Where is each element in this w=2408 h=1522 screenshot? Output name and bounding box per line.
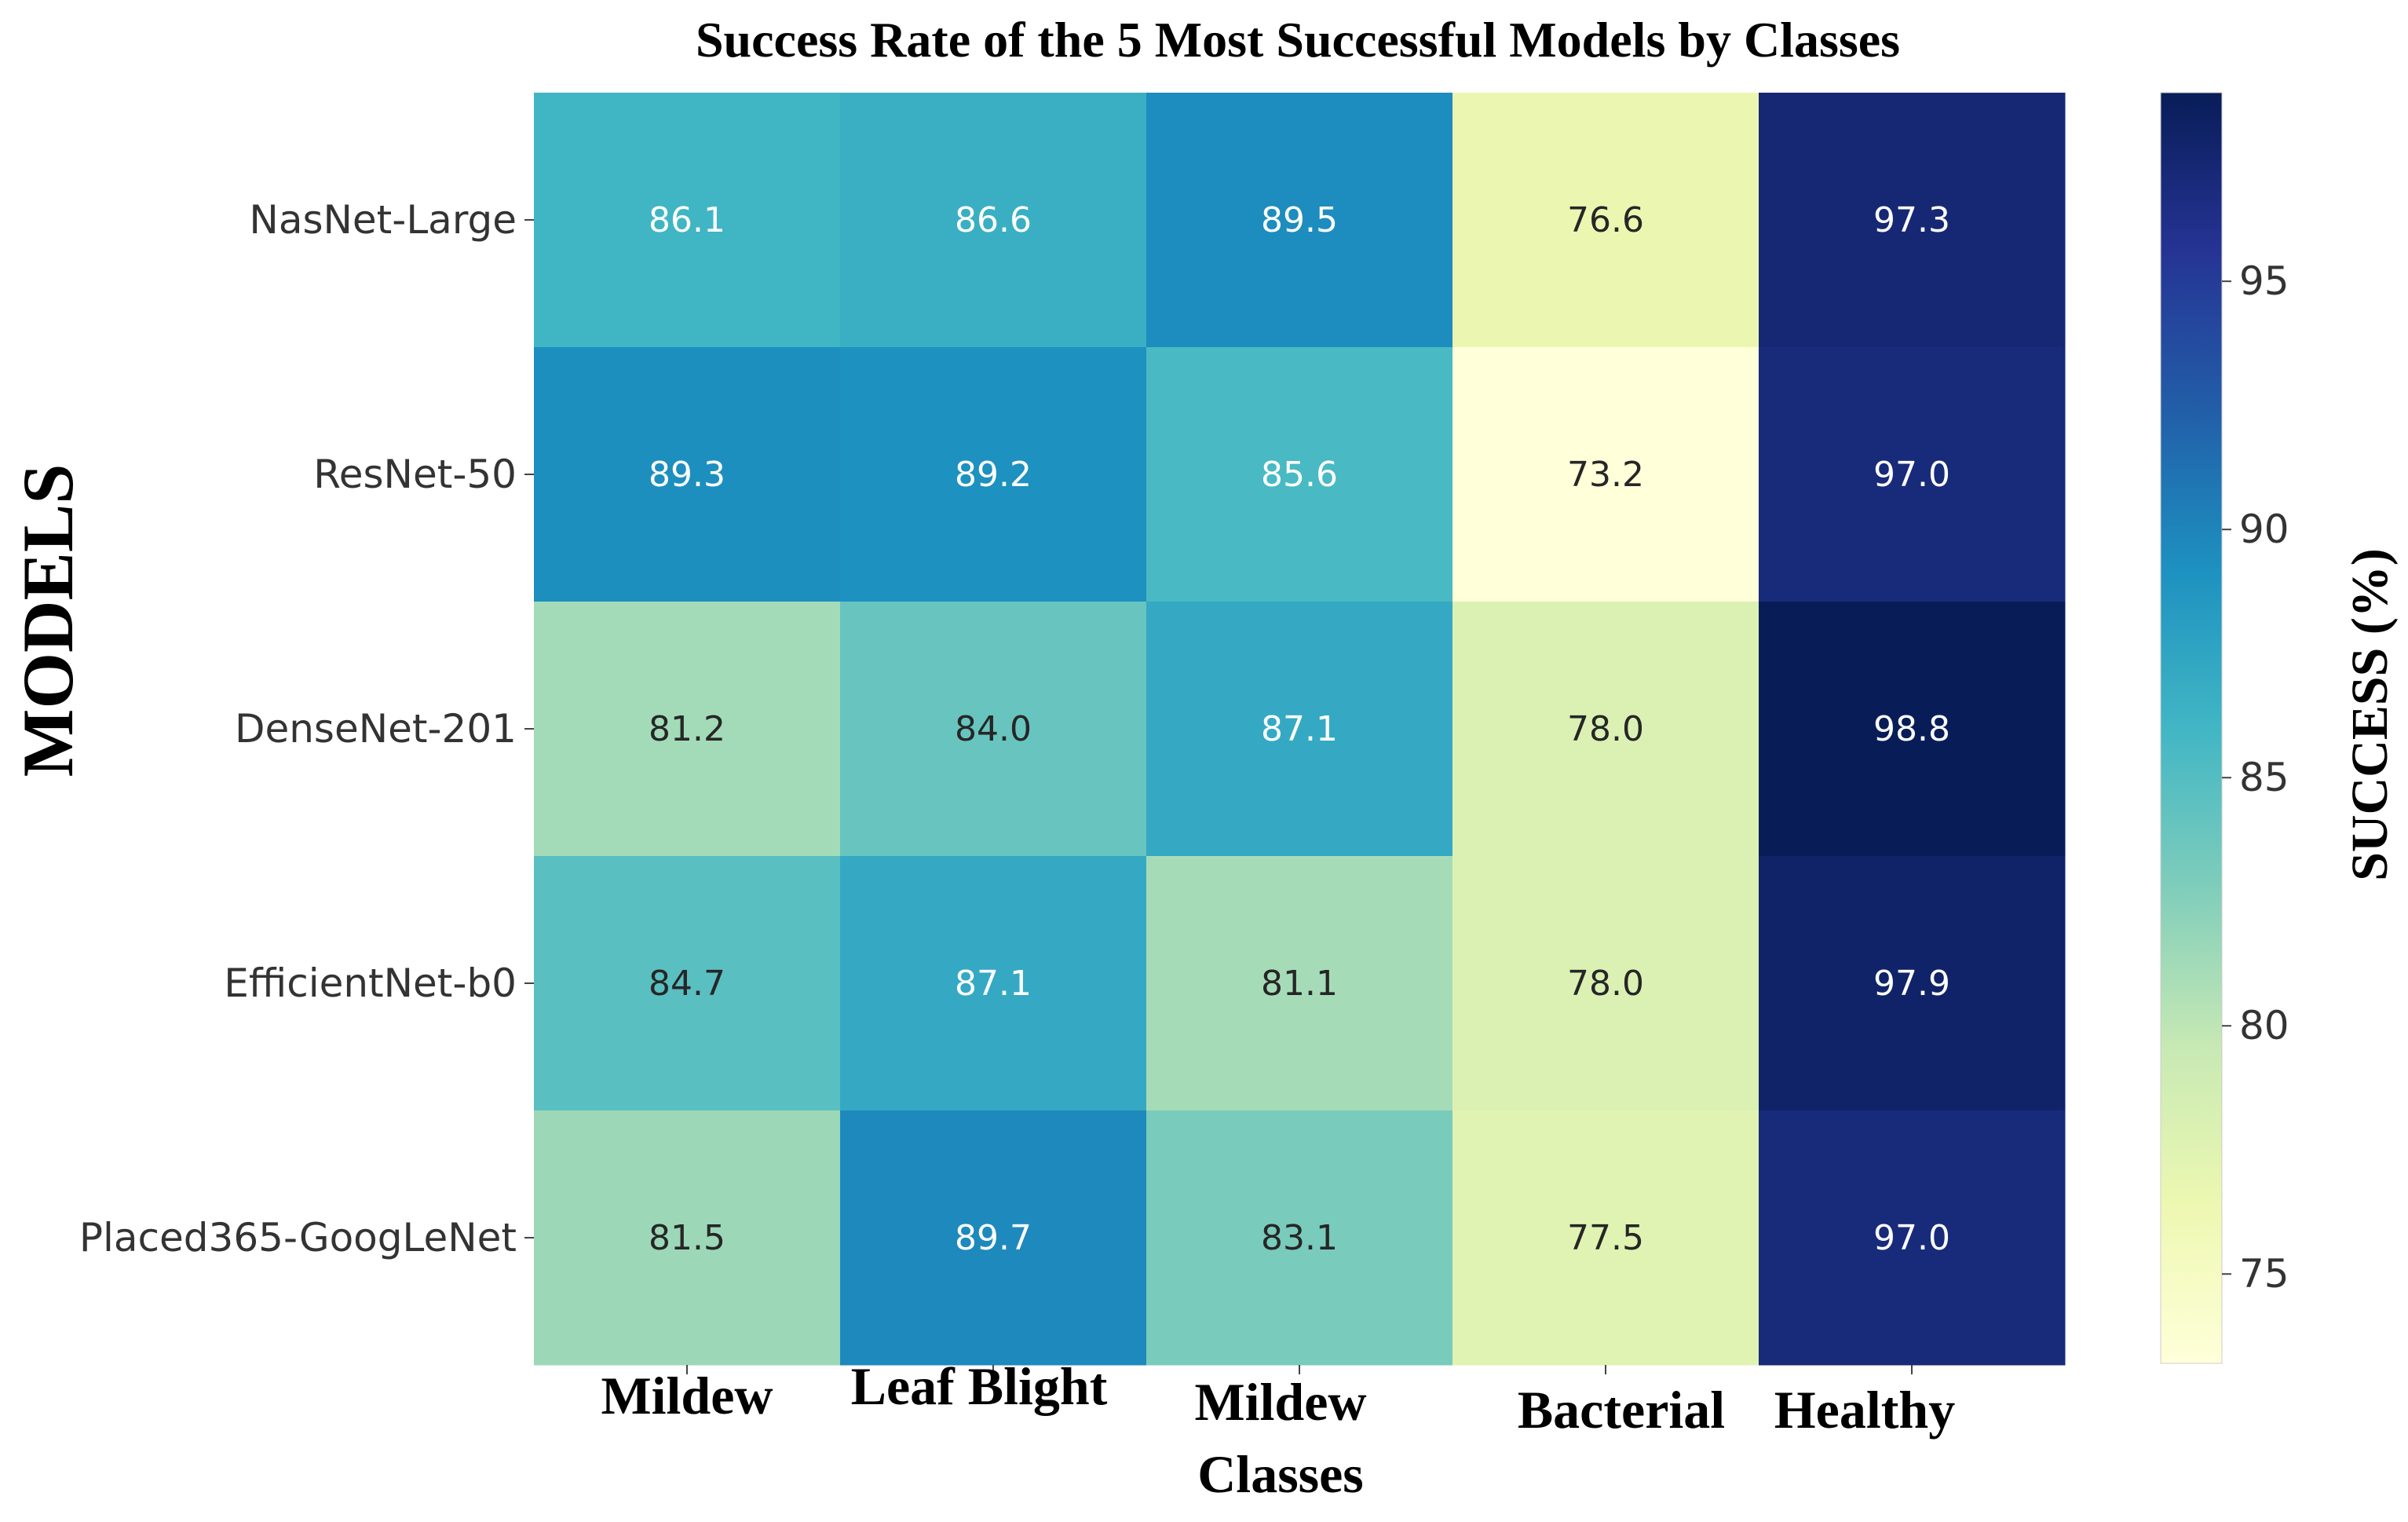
heatmap-cell [1452,93,1759,348]
heatmap-cell [534,602,841,857]
chart-title: Success Rate of the 5 Most Successful Mo… [696,12,1900,68]
colorbar: 75 80 85 90 95 [2160,92,2289,1364]
heatmap-cell [1146,602,1453,857]
cell-value-label: 84.7 [649,964,725,1004]
cell-value-label: 87.1 [955,964,1032,1004]
heatmap-cell [840,602,1147,857]
cell-value-label: 81.1 [1261,964,1338,1004]
colorbar-tick-label: 95 [2239,258,2289,304]
cell-value-label: 85.6 [1261,455,1338,495]
cell-value-label: 77.5 [1567,1218,1644,1258]
heatmap-cell [840,856,1147,1111]
cell-value-label: 97.9 [1873,964,1950,1004]
colorbar-tick-label: 90 [2239,507,2289,552]
row-label: ResNet-50 [313,452,517,497]
heatmap-cell [534,1110,841,1366]
cell-value-label: 97.0 [1873,1218,1950,1258]
cell-value-label: 73.2 [1567,455,1644,495]
colorbar-tick-label: 75 [2239,1251,2289,1297]
cell-value-label: 81.2 [649,709,725,749]
heatmap-cell [1759,93,2066,348]
heatmap-cell [534,856,841,1111]
column-label: Classes [1197,1444,1364,1504]
cell-value-label: 89.2 [955,455,1032,495]
colorbar-label: SUCCESS (%) [2341,548,2399,881]
colorbar-tick-label: 80 [2239,1003,2289,1048]
heatmap-cell [1146,856,1453,1111]
heatmap-cell [1759,347,2066,602]
heatmap-cell [1146,1110,1453,1366]
cell-value-label: 97.0 [1873,455,1950,495]
cell-value-label: 89.5 [1261,200,1338,240]
column-label: Mildew [1194,1372,1366,1432]
cell-value-label: 81.5 [649,1218,725,1258]
heatmap-cell [534,347,841,602]
cell-value-label: 78.0 [1567,964,1644,1004]
heatmap-cell-labels: 86.1 86.6 89.5 76.6 97.3 89.3 89.2 85.6 73.2 97.0… [649,200,1950,1258]
heatmap-cell [1452,347,1759,602]
heatmap-cell [1759,856,2066,1111]
heatmap-cell [1452,602,1759,857]
cell-value-label: 83.1 [1261,1218,1338,1258]
cell-value-label: 89.7 [955,1218,1032,1258]
row-label: DenseNet-201 [235,706,517,752]
row-labels: NasNet-Large ResNet-50 DenseNet-201 Efficie… [79,197,534,1260]
cell-value-label: 78.0 [1567,709,1644,749]
colorbar-frame [2160,92,2223,1364]
heatmap-cell [840,93,1147,348]
heatmap-cell [1759,1110,2066,1366]
column-label: Mildew [601,1366,773,1425]
row-label: Placed365-GoogLeNet [79,1215,517,1260]
colorbar-tick-label: 85 [2239,755,2289,800]
heatmap-cell [840,347,1147,602]
column-label: Healthy [1774,1380,1955,1440]
colorbar-gradient [2161,93,2222,1363]
heatmap-cells [534,93,2066,1366]
cell-value-label: 76.6 [1567,200,1644,240]
heatmap-cell [1146,93,1453,348]
column-label: Bacterial [1518,1380,1725,1440]
heatmap-cell [840,1110,1147,1366]
heatmap-cell [1452,1110,1759,1366]
cell-value-label: 84.0 [955,709,1032,749]
column-labels: Mildew Leaf Blight Mildew Classes Bacterial H… [601,1356,1955,1504]
heatmap-cell [1146,347,1453,602]
column-label: Leaf Blight [851,1356,1108,1416]
cell-value-label: 98.8 [1873,709,1950,749]
row-label: NasNet-Large [249,197,517,243]
heatmap-cell [1452,856,1759,1111]
cell-value-label: 86.1 [649,200,725,240]
heatmap-cell [534,93,841,348]
cell-value-label: 87.1 [1261,709,1338,749]
cell-value-label: 97.3 [1873,200,1950,240]
y-axis-label: MODELS [8,464,88,777]
cell-value-label: 89.3 [649,455,725,495]
cell-value-label: 86.6 [955,200,1032,240]
row-label: EfficientNet-b0 [224,960,517,1006]
heatmap-cell [1759,602,2066,857]
